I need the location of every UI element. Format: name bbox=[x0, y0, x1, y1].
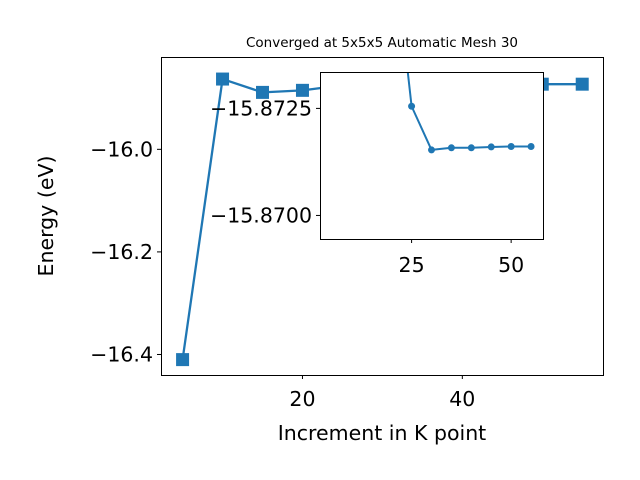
main-y-tick-label: −16.0 bbox=[90, 137, 153, 161]
main-y-tick-label: −16.2 bbox=[90, 240, 153, 264]
inset-data-point bbox=[467, 144, 475, 152]
inset-series bbox=[406, 72, 535, 154]
main-plot-frame bbox=[161, 57, 604, 376]
main-x-tick-label: 20 bbox=[289, 387, 315, 411]
main-y-tick-label: −16.4 bbox=[90, 342, 153, 366]
main-data-point bbox=[216, 72, 230, 86]
x-axis-label: Increment in K point bbox=[278, 421, 486, 445]
inset-data-point bbox=[527, 143, 535, 151]
inset-y-tick-label: −15.8725 bbox=[210, 96, 312, 120]
inset-data-point bbox=[408, 102, 416, 110]
inset-x-tick-label: 25 bbox=[399, 253, 425, 277]
inset-y-tick-label: −15.8700 bbox=[210, 203, 312, 227]
main-data-point bbox=[295, 83, 309, 97]
main-data-point bbox=[256, 85, 270, 99]
main-data-point bbox=[176, 353, 190, 367]
inset-background bbox=[320, 72, 544, 240]
inset-y-axis: −15.8725 −15.8700 bbox=[210, 96, 320, 227]
inset-x-axis: 25 50 bbox=[399, 239, 524, 277]
main-data-point bbox=[575, 77, 589, 91]
inset-data-point bbox=[507, 143, 515, 151]
main-x-tick-label: 40 bbox=[449, 387, 475, 411]
inset-data-point bbox=[428, 146, 435, 154]
inset-data-point bbox=[447, 144, 455, 152]
inset-x-tick-label: 50 bbox=[498, 253, 524, 277]
chart-title: Converged at 5x5x5 Automatic Mesh 30 bbox=[246, 35, 518, 51]
main-x-axis: 20 40 bbox=[289, 375, 475, 411]
inset-plot-frame bbox=[320, 72, 544, 240]
inset-plot: 25 50 −15.8725 −15.8700 bbox=[210, 72, 544, 277]
y-axis-label: Energy (eV) bbox=[34, 156, 58, 277]
inset-series-group bbox=[406, 72, 535, 154]
main-y-axis: −16.0 −16.2 −16.4 bbox=[90, 137, 161, 366]
inset-data-point bbox=[487, 143, 495, 151]
